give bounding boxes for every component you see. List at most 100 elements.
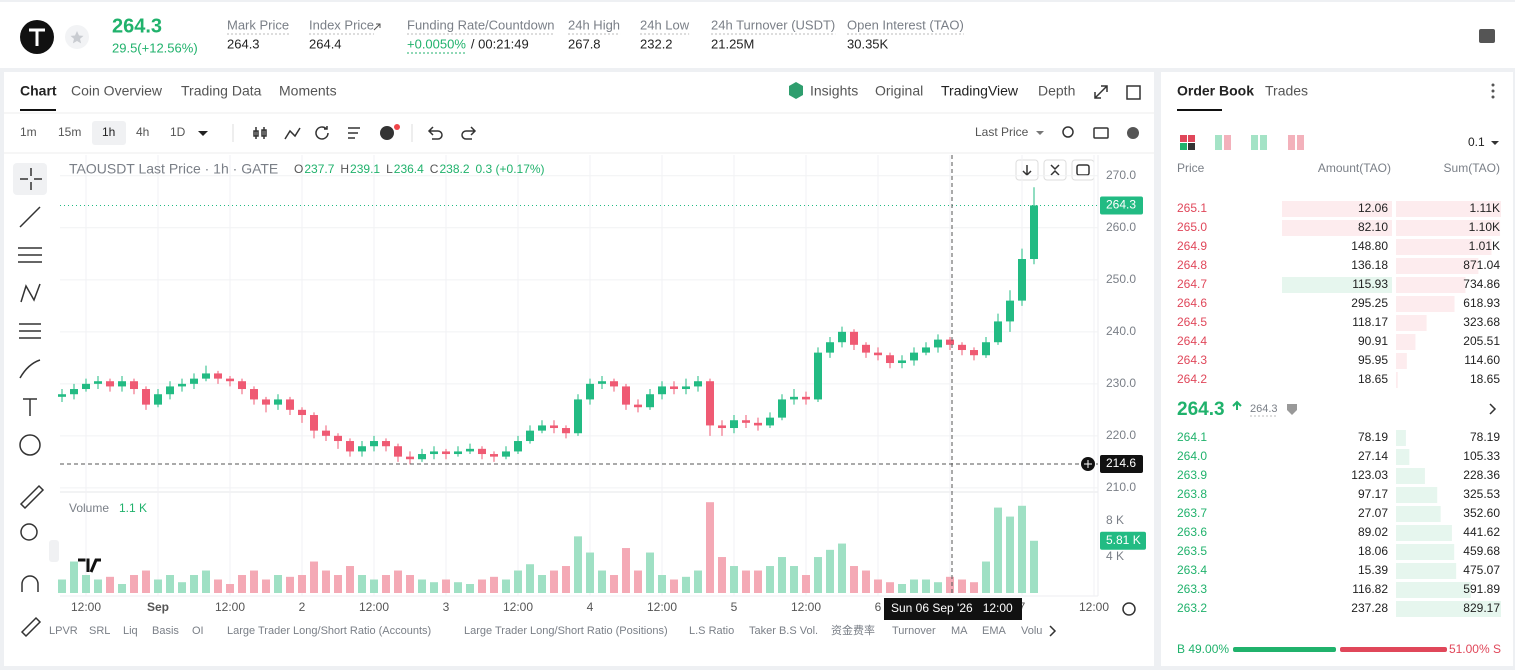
collapse-handle[interactable] — [49, 540, 59, 562]
crosshair-tool[interactable] — [20, 168, 42, 190]
chart-tab[interactable]: Moments — [279, 83, 337, 99]
indicator[interactable]: LPVR — [49, 625, 78, 637]
fullscreen-icon[interactable] — [1094, 85, 1108, 99]
view-tab[interactable]: Depth — [1038, 83, 1075, 99]
indicator[interactable]: OI — [192, 625, 204, 637]
indicator[interactable]: L.S Ratio — [689, 625, 734, 637]
precision[interactable]: 0.1 — [1468, 135, 1485, 149]
text-tool[interactable] — [23, 398, 37, 416]
book-price: 263.3 — [1177, 582, 1207, 596]
indicator[interactable]: Turnover — [892, 625, 936, 637]
stat-value: 21.25M — [711, 36, 754, 51]
indicator-icon[interactable] — [284, 127, 301, 140]
camera-icon[interactable] — [1093, 127, 1109, 139]
volume-bar — [730, 566, 738, 593]
x-tick-label: 12:00 — [71, 600, 101, 614]
candle-body — [766, 417, 774, 426]
redo-icon[interactable] — [461, 126, 477, 140]
indicator[interactable]: MA — [951, 625, 968, 637]
depth-bar — [1396, 506, 1441, 522]
book-price: 265.0 — [1177, 220, 1207, 234]
depth-bar — [1396, 601, 1501, 617]
indicator[interactable]: Large Trader Long/Short Ratio (Accounts) — [227, 625, 431, 637]
add-icon[interactable] — [380, 126, 394, 140]
chart-tab[interactable]: Coin Overview — [71, 83, 163, 99]
book-price: 264.1 — [1177, 430, 1207, 444]
book-price: 264.0 — [1177, 449, 1207, 463]
zoom-tool[interactable] — [20, 523, 38, 541]
chart-tab[interactable]: Trading Data — [181, 83, 262, 99]
book-tab[interactable]: Order Book — [1177, 83, 1254, 99]
indicator[interactable]: Taker B.S Vol. — [749, 625, 818, 637]
interval[interactable]: 15m — [58, 125, 81, 139]
emoji-tool[interactable] — [19, 434, 41, 456]
candle-body — [670, 386, 678, 390]
axis-settings[interactable] — [1122, 602, 1136, 616]
indicator[interactable]: EMA — [982, 625, 1007, 637]
book-sum: 78.19 — [1470, 430, 1500, 444]
chevron[interactable] — [1489, 403, 1497, 415]
interval[interactable]: 1h — [102, 125, 115, 139]
candle-body — [274, 399, 282, 405]
candle-body — [130, 381, 138, 390]
book-amount: 82.10 — [1358, 220, 1388, 234]
notes-icon[interactable] — [1479, 29, 1495, 43]
x-tick-label: 2 — [299, 600, 306, 614]
ohlc-legend: 239.1 — [350, 162, 380, 176]
indicator[interactable]: 资金费率 — [831, 623, 875, 637]
layout-icon[interactable] — [1180, 135, 1187, 142]
brush-tool[interactable] — [19, 359, 41, 379]
indicator[interactable]: Liq — [123, 625, 138, 637]
buy-ratio-bar — [1233, 647, 1336, 652]
pencil-tool[interactable] — [20, 616, 42, 638]
magnet-tool[interactable] — [21, 575, 39, 592]
fib-tool[interactable] — [19, 323, 41, 339]
volume-bar — [922, 579, 930, 593]
settings-icon[interactable] — [1127, 127, 1139, 139]
template-icon[interactable] — [348, 127, 360, 139]
indicator[interactable]: Volu — [1021, 625, 1042, 637]
view-tab[interactable]: Original — [875, 83, 923, 99]
volume-bar — [802, 575, 810, 593]
ohlc-legend: O — [294, 162, 303, 176]
volume-bar — [58, 579, 66, 593]
candle-body — [634, 404, 642, 408]
channel-tool[interactable] — [18, 247, 42, 263]
ruler-tool[interactable] — [19, 484, 45, 510]
volume-bar — [70, 561, 78, 593]
replay-icon[interactable] — [315, 126, 329, 140]
layout-icon[interactable] — [1288, 135, 1295, 150]
candle-body — [982, 342, 990, 356]
line-tool[interactable] — [19, 206, 41, 228]
price-type[interactable]: Last Price — [975, 125, 1029, 139]
candle-body — [226, 378, 234, 382]
view-tab[interactable]: TradingView — [941, 83, 1019, 99]
candle-icon[interactable] — [253, 127, 267, 139]
volume-bar — [766, 566, 774, 593]
pane-button[interactable] — [1071, 159, 1095, 181]
undo-icon[interactable] — [427, 126, 443, 140]
last-price-badge — [1100, 196, 1143, 215]
interval[interactable]: 4h — [136, 125, 149, 139]
indicator[interactable]: SRL — [89, 625, 110, 637]
volume-bar — [190, 575, 198, 593]
indicator-scroll[interactable] — [1049, 625, 1057, 637]
pattern-tool[interactable] — [20, 283, 41, 303]
volume-bar — [742, 570, 750, 593]
volume-bar — [790, 566, 798, 593]
chart-tab[interactable]: Chart — [20, 83, 57, 99]
indicator[interactable]: Basis — [152, 625, 179, 637]
layout-icon[interactable] — [1251, 135, 1258, 150]
window-icon[interactable] — [1126, 85, 1141, 100]
view-tab[interactable]: Insights — [810, 83, 858, 99]
header-panel — [0, 2, 1515, 68]
y-tick-label: 260.0 — [1106, 220, 1136, 234]
indicator[interactable]: Large Trader Long/Short Ratio (Positions… — [464, 625, 668, 637]
buy-ratio: B 49.00% — [1177, 642, 1229, 656]
interval[interactable]: 1m — [20, 125, 37, 139]
candle-body — [202, 373, 210, 379]
search-icon[interactable] — [1062, 126, 1074, 138]
book-tab[interactable]: Trades — [1265, 83, 1308, 99]
layout-icon[interactable] — [1215, 135, 1222, 150]
interval[interactable]: 1D — [170, 125, 186, 139]
